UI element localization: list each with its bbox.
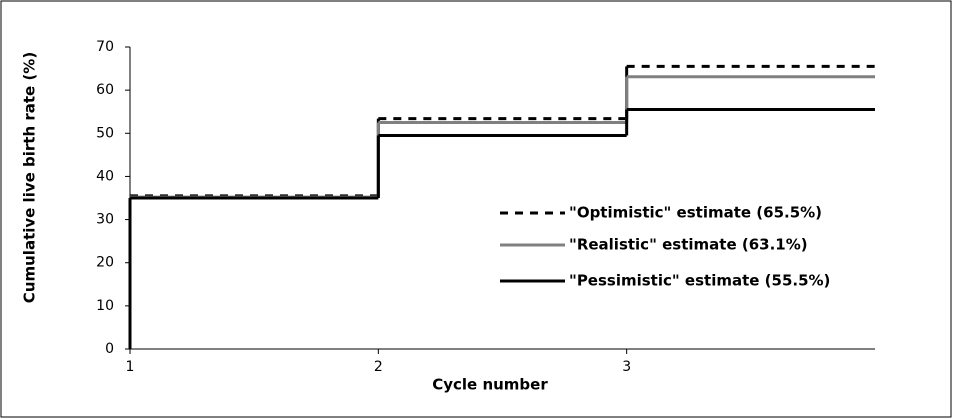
y-tick-label: 20 bbox=[96, 255, 114, 271]
y-tick-label: 30 bbox=[96, 212, 114, 228]
legend-label: "Optimistic" estimate (65.5%) bbox=[569, 204, 822, 222]
x-tick-label: 2 bbox=[374, 359, 383, 375]
y-tick-label: 70 bbox=[96, 39, 114, 55]
y-axis-title: Cumulative live birth rate (%) bbox=[20, 51, 39, 304]
y-tick-label: 10 bbox=[96, 298, 114, 314]
y-tick-label: 0 bbox=[105, 341, 114, 357]
legend-label: "Pessimistic" estimate (55.5%) bbox=[569, 272, 830, 290]
x-tick-label: 3 bbox=[622, 359, 631, 375]
x-tick-label: 1 bbox=[126, 359, 135, 375]
legend-label: "Realistic" estimate (63.1%) bbox=[569, 236, 808, 254]
x-axis-title: Cycle number bbox=[432, 376, 548, 394]
y-tick-label: 40 bbox=[96, 168, 114, 184]
y-tick-label: 50 bbox=[96, 125, 114, 141]
y-tick-label: 60 bbox=[96, 82, 114, 98]
